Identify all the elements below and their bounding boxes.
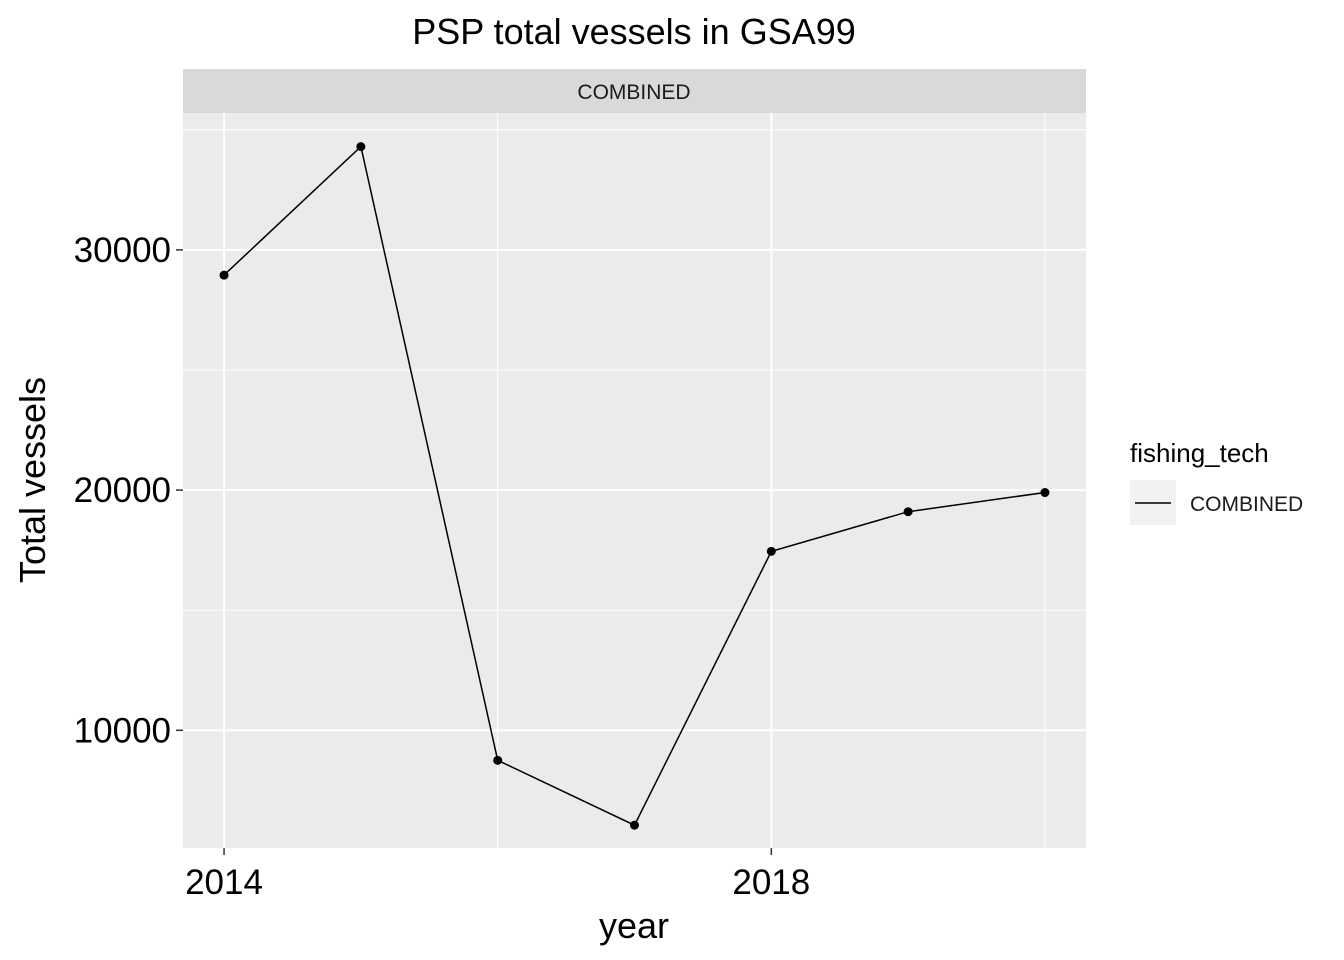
legend: fishing_tech COMBINED [1130,438,1303,525]
series-layer [219,142,1050,830]
plot-panel [183,113,1086,848]
y-axis-title: Total vessels [12,377,53,583]
minor-gridlines [183,113,1086,848]
data-point [903,507,913,517]
data-point [219,270,229,280]
data-point [493,755,503,765]
y-tick-label: 10000 [74,711,171,750]
y-tick-label: 30000 [74,231,171,270]
data-point [630,820,639,830]
facet-strip-label: COMBINED [577,81,690,104]
x-tick-label: 2014 [185,863,263,902]
legend-label-combined: COMBINED [1190,493,1303,516]
chart-title: PSP total vessels in GSA99 [412,11,856,52]
data-point [1040,488,1050,498]
facet-strip [183,69,1086,113]
data-point [766,546,776,556]
major-gridlines [183,113,1086,848]
x-axis: 2014 2018 [185,848,810,902]
y-tick-label: 20000 [74,471,171,510]
x-tick-label: 2018 [732,863,810,902]
legend-title: fishing_tech [1130,438,1269,468]
x-axis-title: year [599,905,669,946]
y-axis: 10000 20000 30000 [74,231,183,750]
data-point [356,142,366,152]
